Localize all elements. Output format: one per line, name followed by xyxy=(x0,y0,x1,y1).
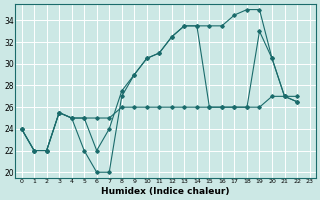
X-axis label: Humidex (Indice chaleur): Humidex (Indice chaleur) xyxy=(101,187,230,196)
